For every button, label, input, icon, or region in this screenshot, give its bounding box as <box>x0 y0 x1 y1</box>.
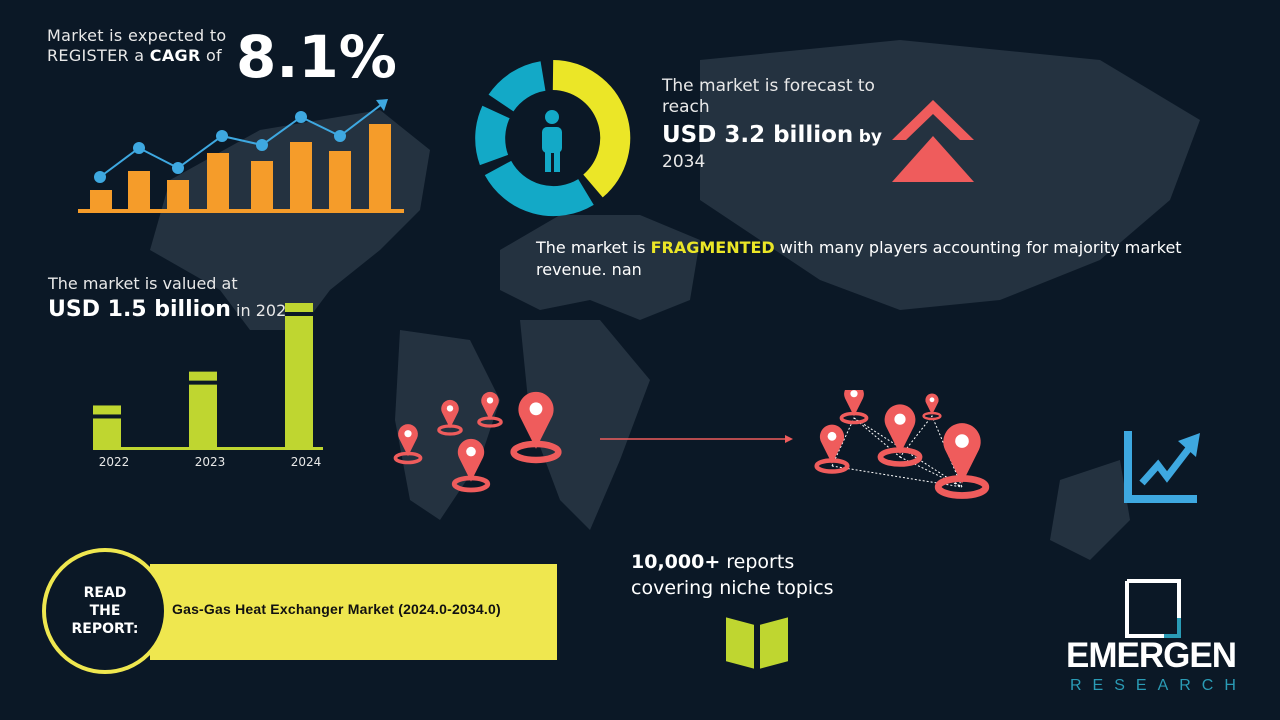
year-label: 2023 <box>194 455 226 469</box>
bar-2022 <box>93 405 121 448</box>
growth-bar <box>251 161 273 210</box>
location-pin-icon <box>817 390 986 496</box>
bar-2024 <box>285 303 313 448</box>
bar-stripe <box>189 380 217 385</box>
growth-bar <box>369 124 391 210</box>
baseline <box>93 447 323 450</box>
growth-bar <box>207 153 229 210</box>
fragmented-text: The market is FRAGMENTED with many playe… <box>536 238 1182 279</box>
cagr-label: Market is expected to REGISTER a CAGR of <box>47 26 227 65</box>
bar-stripe <box>285 312 313 316</box>
logo-text: EMERGEN <box>1066 636 1237 675</box>
growth-bar <box>290 142 312 210</box>
growth-chart-icon <box>78 99 404 213</box>
logo-subtext: RESEARCH <box>1070 677 1247 694</box>
trend-chart-icon <box>1124 431 1200 503</box>
growth-bar <box>329 151 351 210</box>
donut-person-icon <box>475 60 631 217</box>
report-link-band[interactable] <box>150 564 557 660</box>
double-chevron-up-icon <box>892 100 974 182</box>
location-pin-icon <box>393 392 558 490</box>
emergen-logo-mark <box>1125 579 1181 638</box>
bar-stripe <box>93 414 121 419</box>
year-label: 2022 <box>98 455 130 469</box>
growth-bar <box>167 180 189 210</box>
open-book-icon <box>724 614 790 672</box>
read-report-badge[interactable]: READ THE REPORT: <box>42 548 168 674</box>
reports-text: 10,000+ reports covering niche topics <box>631 551 834 599</box>
forecast-text: The market is forecast to reach USD 3.2 … <box>662 76 882 172</box>
growth-bar <box>128 171 150 210</box>
valued-text: The market is valued at USD 1.5 billion … <box>48 274 297 322</box>
market-value-bar-chart <box>93 303 323 450</box>
report-title-link[interactable]: Gas-Gas Heat Exchanger Market (2024.0-20… <box>172 601 501 617</box>
year-label: 2024 <box>290 455 322 469</box>
growth-bar <box>90 190 112 210</box>
location-network <box>393 390 1020 505</box>
cagr-value: 8.1% <box>236 23 397 91</box>
